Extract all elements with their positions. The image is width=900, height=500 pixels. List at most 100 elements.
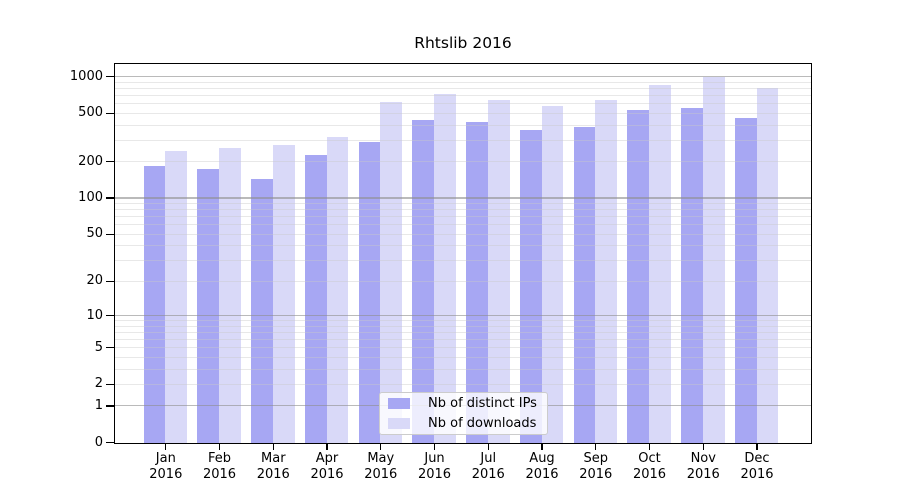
bar-distinct-ips-jan: [143, 166, 166, 443]
gridline-minor: [115, 233, 811, 235]
bar-distinct-ips-may: [358, 141, 381, 443]
bar-distinct-ips-feb: [197, 168, 220, 443]
gridline-minor: [115, 347, 811, 349]
y-tick-label: 10: [86, 307, 103, 323]
x-tick-label-may: May 2016: [364, 451, 398, 482]
legend-label-downloads: Nb of downloads: [428, 416, 537, 431]
y-tick: [106, 160, 114, 163]
legend: Nb of distinct IPs Nb of downloads: [379, 392, 548, 435]
x-tick-label-mar: Mar 2016: [256, 451, 290, 482]
gridline-minor: [115, 124, 811, 126]
bar-downloads-oct: [649, 85, 671, 443]
bar-downloads-apr: [326, 136, 349, 443]
gridline-minor: [115, 383, 811, 385]
y-tick-label: 1: [94, 397, 103, 413]
x-tick-label-jul: Jul 2016: [471, 451, 505, 482]
gridline-minor: [115, 224, 811, 226]
bar-distinct-ips-nov: [681, 108, 703, 443]
y-tick-label: 5: [94, 339, 103, 355]
gridline-minor: [115, 245, 811, 247]
x-tick-label-apr: Apr 2016: [310, 451, 344, 482]
x-tick: [487, 444, 489, 450]
gridline-minor: [115, 94, 811, 96]
y-tick: [106, 314, 114, 317]
x-tick: [380, 444, 382, 450]
x-tick-label-feb: Feb 2016: [202, 451, 237, 482]
bar-distinct-ips-jun: [412, 120, 435, 443]
y-tick-label: 0: [94, 434, 103, 450]
gridline-minor: [115, 203, 811, 205]
x-tick: [433, 444, 436, 450]
bar-downloads-jul: [487, 100, 510, 443]
bar-distinct-ips-apr: [304, 154, 327, 443]
x-tick-label-nov: Nov 2016: [686, 451, 720, 482]
gridline-minor: [115, 260, 811, 262]
y-tick-label: 2: [94, 376, 103, 392]
bar-downloads-aug: [541, 106, 564, 443]
x-tick: [272, 444, 274, 450]
y-tick: [106, 346, 114, 349]
gridline-minor: [115, 161, 811, 163]
legend-swatch-distinct-ips: [388, 398, 410, 409]
bar-downloads-mar: [272, 145, 295, 443]
bar-downloads-feb: [219, 147, 241, 443]
bar-distinct-ips-sep: [573, 126, 596, 443]
x-tick: [218, 444, 221, 450]
gridline-major: [115, 314, 811, 316]
x-tick-label-jun: Jun 2016: [417, 451, 452, 482]
x-tick: [595, 444, 597, 450]
y-tick: [106, 233, 114, 235]
legend-item-distinct-ips: Nb of distinct IPs: [388, 394, 547, 414]
gridline-minor: [115, 368, 811, 370]
x-tick-label-sep: Sep 2016: [579, 451, 613, 482]
bar-downloads-may: [380, 101, 403, 443]
y-tick: [106, 383, 114, 386]
x-tick-label-dec: Dec 2016: [740, 451, 774, 482]
legend-item-downloads: Nb of downloads: [388, 414, 547, 434]
legend-label-distinct-ips: Nb of distinct IPs: [428, 396, 537, 411]
chart-title: Rhtslib 2016: [414, 34, 512, 52]
y-tick-label: 50: [86, 226, 103, 242]
gridline-minor: [115, 325, 811, 327]
x-tick: [165, 444, 167, 450]
x-tick: [648, 444, 651, 450]
bar-distinct-ips-oct: [627, 109, 650, 443]
gridline-minor: [115, 139, 811, 141]
y-tick: [106, 405, 114, 407]
y-tick: [106, 441, 114, 444]
gridline-minor: [115, 338, 811, 340]
gridline-minor: [115, 81, 811, 83]
y-tick: [106, 280, 114, 283]
y-tick-label: 20: [86, 273, 103, 289]
gridline-major: [115, 197, 811, 199]
x-tick-label-aug: Aug 2016: [525, 451, 559, 482]
gridline-minor: [115, 331, 811, 333]
bar-distinct-ips-jul: [466, 122, 488, 443]
y-tick-label: 100: [78, 190, 103, 206]
y-tick: [106, 197, 114, 199]
bar-downloads-nov: [702, 77, 725, 443]
bar-distinct-ips-mar: [251, 179, 273, 443]
bar-downloads-jun: [434, 94, 456, 443]
bar-distinct-ips-dec: [734, 118, 757, 443]
gridline-minor: [115, 320, 811, 322]
gridline-minor: [115, 112, 811, 114]
y-tick-label: 1000: [69, 68, 103, 84]
y-tick-label: 200: [78, 153, 103, 169]
x-tick: [702, 444, 704, 450]
bar-downloads-jan: [165, 151, 188, 443]
gridline-minor: [115, 356, 811, 358]
x-tick-label-oct: Oct 2016: [632, 451, 667, 482]
x-tick: [756, 444, 758, 450]
gridline-minor: [115, 103, 811, 105]
bar-distinct-ips-aug: [519, 130, 542, 443]
y-tick: [106, 112, 114, 114]
x-tick-label-jan: Jan 2016: [149, 451, 183, 482]
y-tick-label: 500: [78, 105, 103, 121]
x-tick: [326, 444, 328, 450]
gridline-minor: [115, 216, 811, 218]
legend-swatch-downloads: [388, 418, 410, 429]
gridline-minor: [115, 209, 811, 211]
plot-area: [114, 63, 812, 444]
